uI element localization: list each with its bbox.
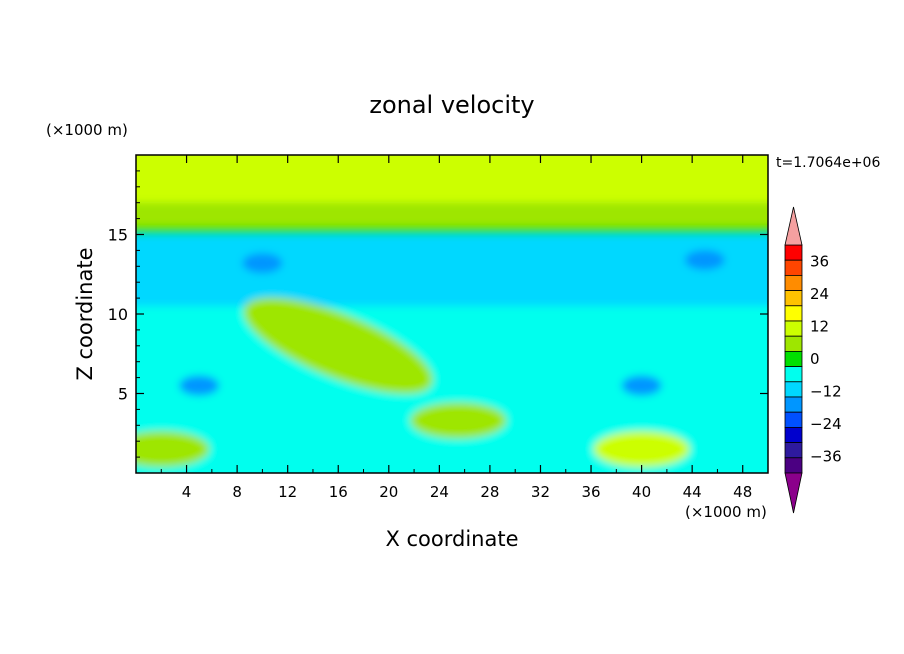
x-tick-label: 16 xyxy=(329,483,348,501)
x-tick-label: 40 xyxy=(632,483,651,501)
x-tick-label: 12 xyxy=(278,483,297,501)
x-tick-label: 4 xyxy=(182,483,192,501)
x-axis-unit: (×1000 m) xyxy=(685,503,767,521)
field-blob-5 xyxy=(621,375,662,396)
colorbar-tick-label: −12 xyxy=(810,383,842,401)
colorbar-box xyxy=(784,244,803,261)
field-blob-9 xyxy=(593,431,690,468)
field-blob-11 xyxy=(136,431,210,468)
colorbar-box xyxy=(784,426,803,443)
colorbar-box xyxy=(784,381,803,398)
colorbar-box xyxy=(784,320,803,337)
field-band-1 xyxy=(136,202,768,227)
x-tick-label: 48 xyxy=(733,483,752,501)
colorbar-tick-label: −36 xyxy=(810,448,842,466)
chart-title: zonal velocity xyxy=(369,91,534,119)
x-tick-label: 24 xyxy=(430,483,449,501)
y-axis-unit: (×1000 m) xyxy=(46,121,128,139)
x-tick-label: 32 xyxy=(531,483,550,501)
colorbar: 36 24 12 0 −12 −24 −36 xyxy=(784,206,842,514)
field-blob-4 xyxy=(179,375,220,396)
field-blob-10 xyxy=(410,402,507,439)
colorbar-tick-label: 0 xyxy=(810,350,820,368)
colorbar-box xyxy=(784,305,803,322)
colorbar-tick-label: −24 xyxy=(810,415,842,433)
y-axis-label: Z coordinate xyxy=(73,247,97,380)
x-tick-label: 20 xyxy=(379,483,398,501)
zonal-velocity-field xyxy=(136,155,768,473)
colorbar-tick-label: 12 xyxy=(810,317,829,335)
y-tick-label: 5 xyxy=(118,385,128,404)
field-band-0 xyxy=(136,155,768,203)
colorbar-box xyxy=(784,411,803,428)
colorbar-box xyxy=(784,396,803,413)
colorbar-box xyxy=(784,442,803,459)
field-blob-7 xyxy=(684,249,725,270)
x-tick-label: 8 xyxy=(232,483,242,501)
x-tick-label: 44 xyxy=(683,483,702,501)
x-axis-label: X coordinate xyxy=(385,527,518,551)
y-axis: 5 10 15 xyxy=(108,170,768,458)
field-band-3 xyxy=(136,234,768,307)
colorbar-box xyxy=(784,290,803,307)
colorbar-box xyxy=(784,457,803,474)
colorbar-box xyxy=(784,335,803,352)
colorbar-box xyxy=(784,366,803,383)
x-tick-label: 36 xyxy=(581,483,600,501)
time-label: t=1.7064e+06 xyxy=(776,155,880,171)
field-ridge-8 xyxy=(243,297,433,394)
colorbar-min-arrow xyxy=(784,472,803,514)
colorbar-tick-label: 24 xyxy=(810,285,829,303)
x-axis: 4 8 12 16 20 24 28 32 36 40 44 48 xyxy=(160,155,752,501)
colorbar-box xyxy=(784,274,803,291)
colorbar-box xyxy=(784,259,803,276)
colorbar-tick-label: 36 xyxy=(810,252,829,270)
y-tick-label: 10 xyxy=(108,305,128,324)
field-blob-6 xyxy=(242,253,283,274)
colorbar-box xyxy=(784,350,803,367)
x-tick-label: 28 xyxy=(480,483,499,501)
y-tick-label: 15 xyxy=(108,226,128,245)
colorbar-max-arrow xyxy=(784,206,803,246)
field-band-2 xyxy=(136,226,768,235)
